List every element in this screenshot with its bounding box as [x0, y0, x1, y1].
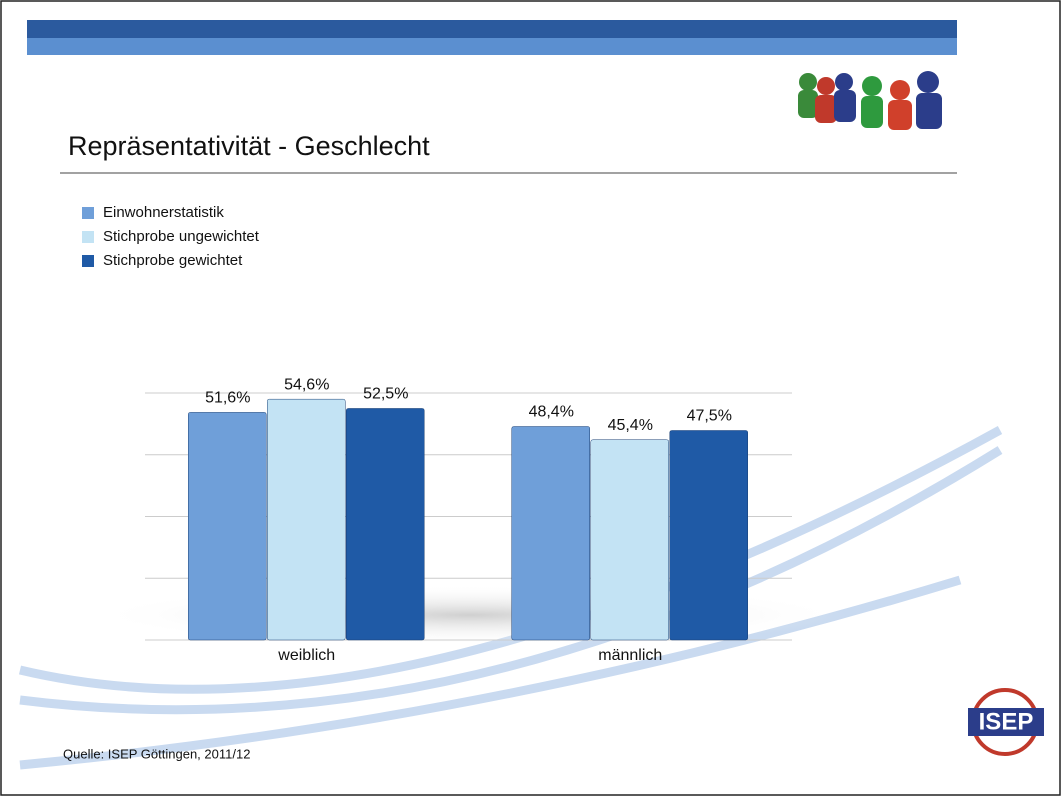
bar: [267, 398, 346, 641]
x-tick-label: weiblich: [277, 647, 335, 664]
value-label: 51,6%: [205, 390, 250, 407]
legend-swatch: [82, 207, 94, 219]
bar: [590, 439, 669, 641]
source-note: Quelle: ISEP Göttingen, 2011/12: [63, 746, 250, 761]
legend-label: Einwohnerstatistik: [103, 204, 224, 221]
top-band: [27, 20, 957, 38]
x-tick-label: männlich: [598, 647, 662, 664]
value-label: 45,4%: [608, 417, 653, 434]
logo-text: ISEP: [979, 708, 1034, 735]
legend-label: Stichprobe gewichtet: [103, 252, 243, 269]
legend-label: Stichprobe ungewichtet: [103, 228, 260, 245]
people-logo: [798, 71, 942, 130]
slide-title: Repräsentativität - Geschlecht: [68, 131, 430, 161]
top-band-light: [27, 38, 957, 55]
value-label: 52,5%: [363, 386, 408, 403]
bar: [346, 408, 425, 641]
bar: [188, 412, 267, 641]
value-label: 47,5%: [687, 408, 732, 425]
bar: [511, 426, 590, 641]
value-label: 54,6%: [284, 376, 329, 393]
legend-swatch: [82, 231, 94, 243]
legend-swatch: [82, 255, 94, 267]
isep-logo: ISEP: [968, 688, 1044, 756]
bar: [669, 430, 748, 641]
value-label: 48,4%: [529, 404, 574, 421]
